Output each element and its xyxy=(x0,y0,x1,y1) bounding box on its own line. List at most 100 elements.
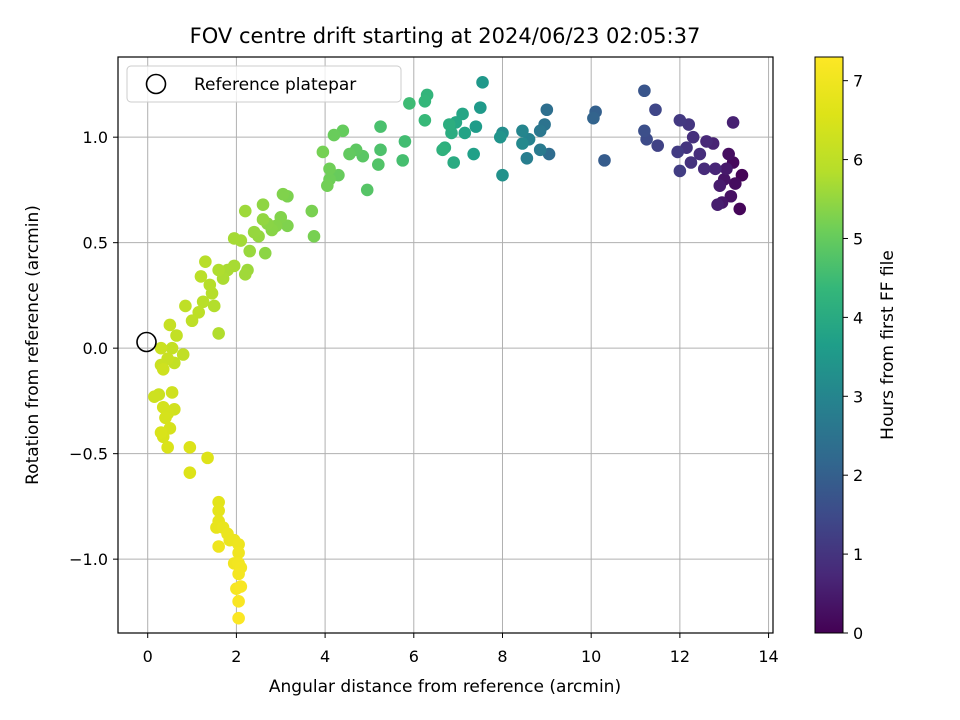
y-tick-label: 0.0 xyxy=(83,339,108,358)
data-point xyxy=(360,183,374,197)
data-point xyxy=(232,611,245,625)
data-point xyxy=(194,270,208,283)
colorbar-tick-label: 7 xyxy=(853,72,863,91)
data-point xyxy=(673,113,687,127)
legend: Reference platepar xyxy=(126,65,402,103)
colorbar-ticks: 0 1 2 3 4 5 6 7 xyxy=(843,72,863,643)
data-point xyxy=(398,135,412,148)
data-point xyxy=(533,124,547,138)
data-point xyxy=(638,124,651,138)
data-point xyxy=(207,299,221,313)
data-point xyxy=(258,246,272,260)
data-point xyxy=(496,168,509,182)
data-point xyxy=(176,348,190,361)
data-point xyxy=(247,225,261,239)
data-point xyxy=(709,162,722,176)
data-point xyxy=(201,451,214,465)
data-point xyxy=(238,204,252,218)
colorbar-tick-label: 6 xyxy=(853,151,863,170)
legend-label-reference-platepar: Reference platepar xyxy=(194,75,356,95)
colorbar: 0 1 2 3 4 5 6 7 Hours from first FF file xyxy=(814,56,898,643)
data-point xyxy=(520,151,534,165)
data-point xyxy=(227,232,241,245)
data-point xyxy=(232,546,245,560)
data-point xyxy=(232,567,245,581)
data-point xyxy=(232,595,245,608)
colorbar-tick-label: 3 xyxy=(853,387,863,406)
data-point xyxy=(256,198,270,211)
data-point xyxy=(493,130,507,144)
data-point xyxy=(183,466,197,479)
data-point xyxy=(159,411,172,425)
data-point xyxy=(192,305,206,319)
data-point xyxy=(170,329,183,342)
data-point xyxy=(185,314,199,328)
data-point xyxy=(281,219,294,233)
data-point xyxy=(156,362,170,376)
data-point xyxy=(396,154,410,167)
data-point xyxy=(343,147,356,161)
data-point xyxy=(540,103,554,117)
plot-frame xyxy=(117,56,774,634)
data-point xyxy=(418,113,432,127)
data-point xyxy=(148,390,161,403)
data-point xyxy=(729,177,742,190)
data-point xyxy=(456,107,469,121)
x-tick-label: 6 xyxy=(409,647,419,666)
colorbar-tick-label: 4 xyxy=(853,308,863,327)
colorbar-tick-label: 1 xyxy=(853,545,863,564)
data-point xyxy=(165,341,179,355)
data-point xyxy=(403,97,416,110)
data-point xyxy=(476,76,489,89)
x-tick-label: 14 xyxy=(758,647,778,666)
data-points xyxy=(148,76,749,625)
y-tick-label: −1.0 xyxy=(69,550,108,569)
data-point xyxy=(316,145,330,159)
data-point xyxy=(372,158,385,171)
data-point xyxy=(199,255,212,268)
data-point xyxy=(722,147,735,161)
data-point xyxy=(684,156,698,169)
data-point xyxy=(735,168,749,182)
data-point xyxy=(447,156,461,169)
data-point xyxy=(203,278,217,292)
data-point xyxy=(651,139,664,152)
y-axis-label: Rotation from reference (arcmin) xyxy=(23,205,43,485)
data-point xyxy=(156,400,170,414)
data-point xyxy=(458,126,472,140)
colorbar-tick-label: 5 xyxy=(853,229,863,248)
data-point xyxy=(733,202,747,216)
data-point xyxy=(700,135,713,148)
data-point xyxy=(323,162,336,176)
data-point xyxy=(321,179,334,193)
data-point xyxy=(243,244,257,258)
data-point xyxy=(212,327,225,340)
data-point xyxy=(720,162,733,176)
data-point xyxy=(161,441,174,454)
data-point xyxy=(305,204,319,218)
x-axis-label: Angular distance from reference (arcmin) xyxy=(269,677,621,697)
data-point xyxy=(467,147,480,161)
reference-platepar-marker xyxy=(136,331,157,353)
colorbar-tick-label: 2 xyxy=(853,466,863,485)
data-point xyxy=(212,263,225,277)
data-point xyxy=(154,341,168,355)
data-point xyxy=(673,164,687,178)
colorbar-label: Hours from first FF file xyxy=(878,250,898,440)
data-point xyxy=(436,143,449,157)
data-point xyxy=(533,143,547,157)
data-point xyxy=(516,137,529,150)
x-tick-label: 12 xyxy=(670,647,690,666)
data-point xyxy=(276,187,290,201)
data-point xyxy=(165,386,179,399)
data-point xyxy=(598,154,611,167)
data-point xyxy=(474,101,487,114)
data-point xyxy=(686,130,700,144)
y-tick-label: 0.5 xyxy=(83,234,108,253)
legend-marker-icon xyxy=(145,73,167,95)
data-point xyxy=(154,426,168,439)
data-point xyxy=(713,179,727,193)
data-point xyxy=(693,147,707,161)
data-point xyxy=(374,120,387,133)
